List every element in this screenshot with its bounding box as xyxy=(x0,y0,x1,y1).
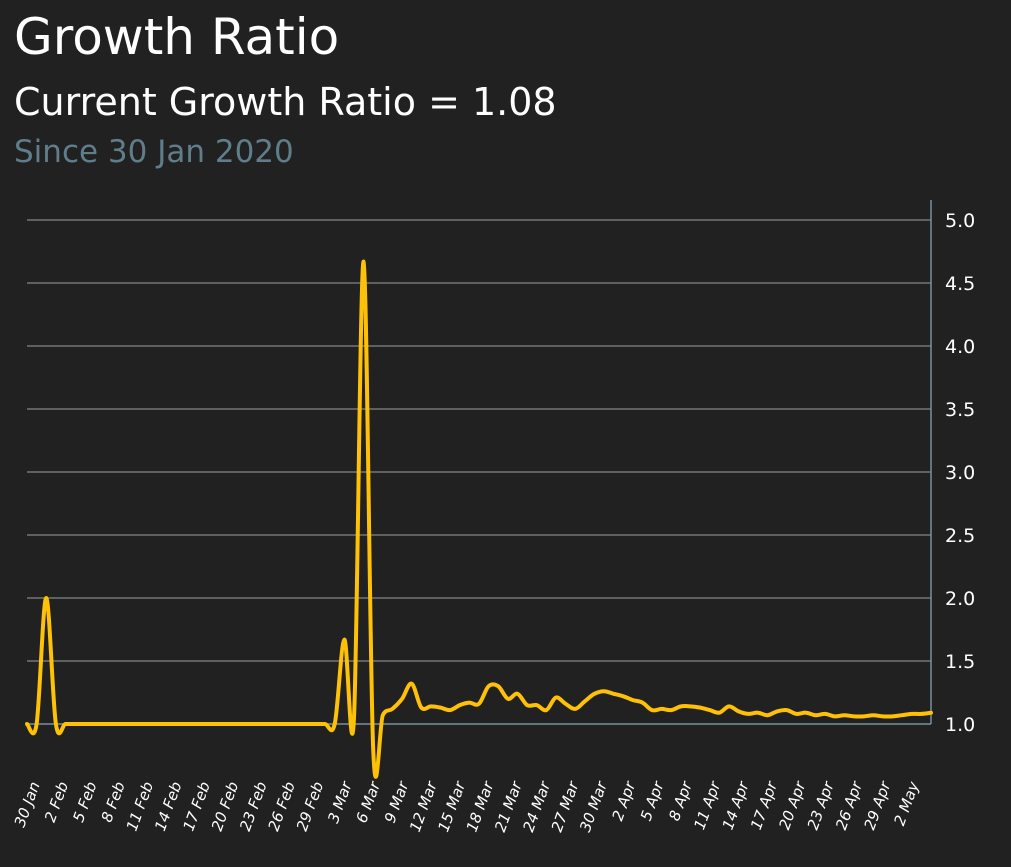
since-date-label: Since 30 Jan 2020 xyxy=(14,134,294,170)
x-tick-label: 6 Mar xyxy=(353,778,385,825)
y-tick-label: 1.0 xyxy=(945,714,975,736)
x-tick-label: 5 Apr xyxy=(637,778,668,823)
current-ratio-subtitle: Current Growth Ratio = 1.08 xyxy=(14,80,557,124)
x-tick-label: 2 Apr xyxy=(609,778,640,823)
x-tick-label: 5 Feb xyxy=(69,779,100,824)
y-tick-label: 1.5 xyxy=(945,651,975,673)
y-tick-label: 4.0 xyxy=(945,336,975,358)
page-title: Growth Ratio xyxy=(14,8,340,66)
x-tick-label: 2 May xyxy=(890,778,923,828)
x-tick-label: 8 Feb xyxy=(98,779,129,824)
x-tick-label: 9 Mar xyxy=(381,778,413,825)
grid-lines xyxy=(27,219,931,662)
y-tick-label: 5.0 xyxy=(945,210,975,232)
x-tick-label: 3 Mar xyxy=(324,778,356,825)
x-tick-label: 8 Apr xyxy=(665,778,696,823)
y-axis xyxy=(27,200,932,725)
y-tick-label: 3.5 xyxy=(945,399,975,421)
y-tick-label: 3.0 xyxy=(945,462,975,484)
y-tick-labels: 1.0 1.5 2.0 2.5 3.0 3.5 4.0 4.5 5.0 xyxy=(945,210,975,736)
x-tick-label: 2 Feb xyxy=(41,779,72,824)
growth-ratio-series-line xyxy=(25,259,933,779)
x-tick-label: 30 Jan xyxy=(11,779,44,829)
y-tick-label: 2.5 xyxy=(945,525,975,547)
y-tick-label: 4.5 xyxy=(945,273,975,295)
y-tick-label: 2.0 xyxy=(945,588,975,610)
series-layer xyxy=(25,259,933,779)
